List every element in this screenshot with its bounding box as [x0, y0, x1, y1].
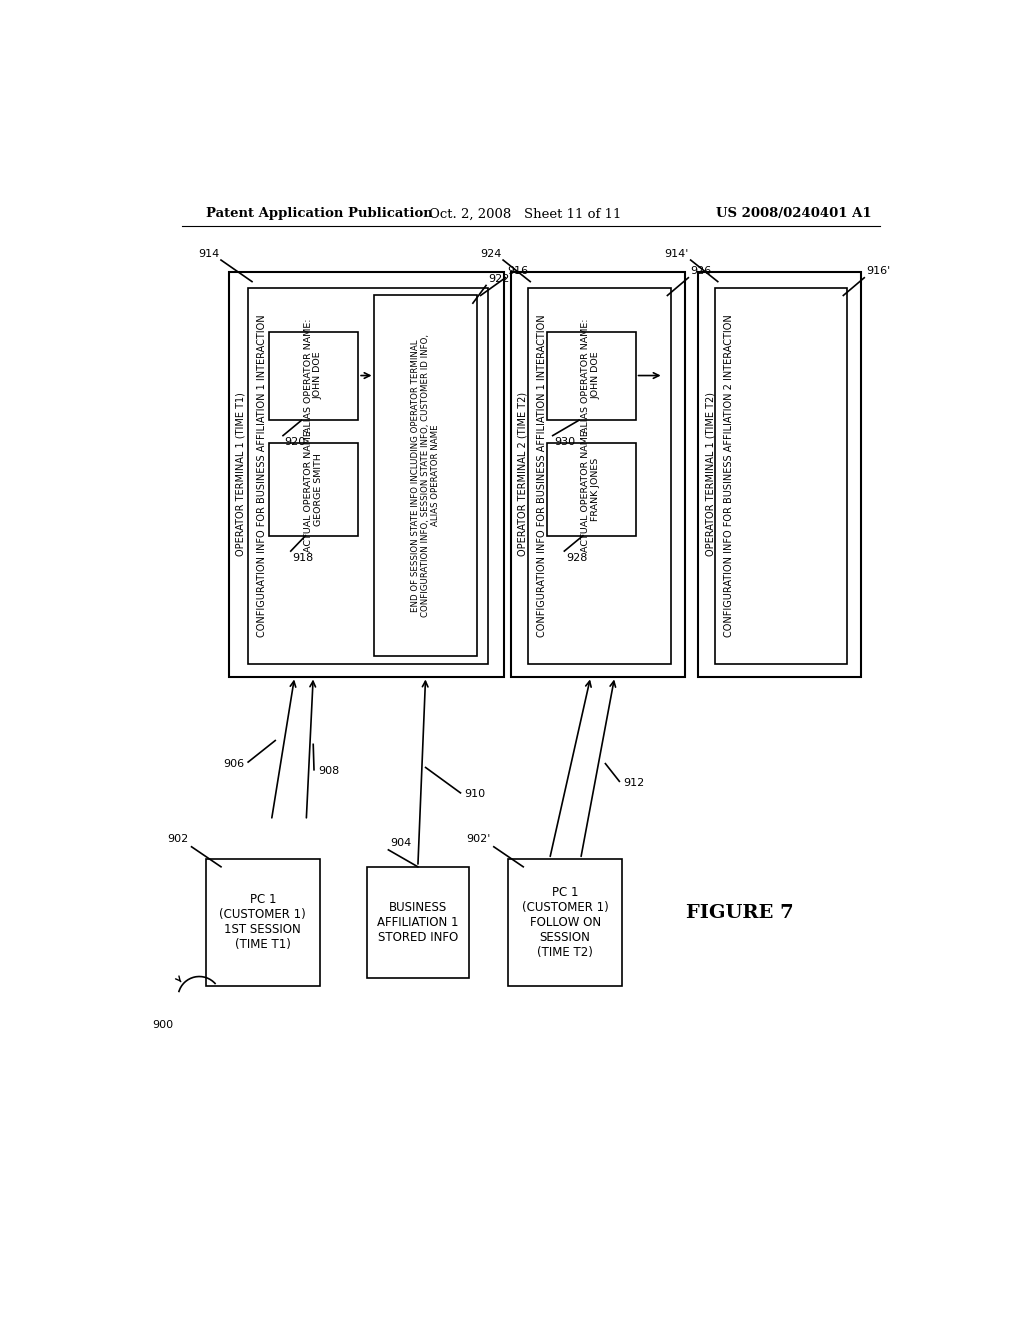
- Text: END OF SESSION STATE INFO INCLUDING OPERATOR TERMINAL
CONFIGURATION INFO, SESSIO: END OF SESSION STATE INFO INCLUDING OPER…: [411, 334, 440, 618]
- Text: CONFIGURATION INFO FOR BUSINESS AFFILIATION 1 INTERACTION: CONFIGURATION INFO FOR BUSINESS AFFILIAT…: [257, 314, 267, 638]
- Text: 902: 902: [167, 834, 188, 843]
- Text: 912: 912: [624, 777, 644, 788]
- Bar: [375, 296, 477, 656]
- Text: OPERATOR TERMINAL 1 (TIME T1): OPERATOR TERMINAL 1 (TIME T1): [236, 392, 246, 556]
- Text: BUSINESS
AFFILIATION 1
STORED INFO: BUSINESS AFFILIATION 1 STORED INFO: [377, 900, 459, 944]
- Text: ALIAS OPERATOR NAME:
JOHN DOE: ALIAS OPERATOR NAME: JOHN DOE: [303, 318, 323, 433]
- Bar: [547, 444, 636, 536]
- Bar: [511, 272, 685, 677]
- Text: CONFIGURATION INFO FOR BUSINESS AFFILIATION 1 INTERACTION: CONFIGURATION INFO FOR BUSINESS AFFILIAT…: [537, 314, 547, 638]
- Bar: [528, 288, 672, 664]
- Bar: [716, 288, 847, 664]
- Text: 922: 922: [488, 275, 510, 284]
- Text: 916: 916: [508, 267, 528, 276]
- Bar: [698, 272, 861, 677]
- Bar: [269, 444, 358, 536]
- Text: 928: 928: [566, 553, 587, 562]
- Text: CONFIGURATION INFO FOR BUSINESS AFFILIATION 2 INTERACTION: CONFIGURATION INFO FOR BUSINESS AFFILIAT…: [724, 314, 734, 638]
- Text: PC 1
(CUSTOMER 1)
FOLLOW ON
SESSION
(TIME T2): PC 1 (CUSTOMER 1) FOLLOW ON SESSION (TIM…: [521, 886, 608, 958]
- Text: US 2008/0240401 A1: US 2008/0240401 A1: [717, 207, 872, 220]
- Text: 918: 918: [292, 553, 313, 562]
- Text: 924: 924: [480, 248, 502, 259]
- Text: OPERATOR TERMINAL 2 (TIME T2): OPERATOR TERMINAL 2 (TIME T2): [517, 392, 527, 556]
- Bar: [547, 331, 636, 420]
- Text: 914: 914: [199, 248, 219, 259]
- Bar: [228, 272, 504, 677]
- Text: 902': 902': [466, 834, 490, 843]
- Text: 916': 916': [866, 267, 891, 276]
- Text: ACTUAL OPERATOR NAME:
GEORGE SMITH: ACTUAL OPERATOR NAME: GEORGE SMITH: [303, 426, 323, 552]
- Text: PC 1
(CUSTOMER 1)
1ST SESSION
(TIME T1): PC 1 (CUSTOMER 1) 1ST SESSION (TIME T1): [219, 894, 306, 952]
- Text: 930: 930: [554, 437, 575, 447]
- Text: Patent Application Publication: Patent Application Publication: [206, 207, 432, 220]
- Bar: [248, 288, 488, 664]
- Text: 906: 906: [223, 759, 245, 768]
- Text: 910: 910: [464, 789, 485, 800]
- Text: OPERATOR TERMINAL 1 (TIME T2): OPERATOR TERMINAL 1 (TIME T2): [706, 392, 715, 556]
- Bar: [206, 859, 321, 986]
- Text: ALIAS OPERATOR NAME:
JOHN DOE: ALIAS OPERATOR NAME: JOHN DOE: [581, 318, 600, 433]
- Text: FIGURE 7: FIGURE 7: [686, 904, 794, 921]
- Text: ACTUAL OPERATOR NAME:
FRANK JONES: ACTUAL OPERATOR NAME: FRANK JONES: [581, 426, 600, 552]
- Text: 920: 920: [285, 437, 306, 447]
- Text: 908: 908: [317, 767, 339, 776]
- Bar: [367, 867, 469, 978]
- Bar: [508, 859, 623, 986]
- Text: 900: 900: [152, 1019, 173, 1030]
- Bar: [269, 331, 358, 420]
- Text: Oct. 2, 2008   Sheet 11 of 11: Oct. 2, 2008 Sheet 11 of 11: [429, 207, 621, 220]
- Text: 926: 926: [690, 267, 712, 276]
- Text: 904: 904: [390, 838, 412, 847]
- Text: 914': 914': [665, 248, 689, 259]
